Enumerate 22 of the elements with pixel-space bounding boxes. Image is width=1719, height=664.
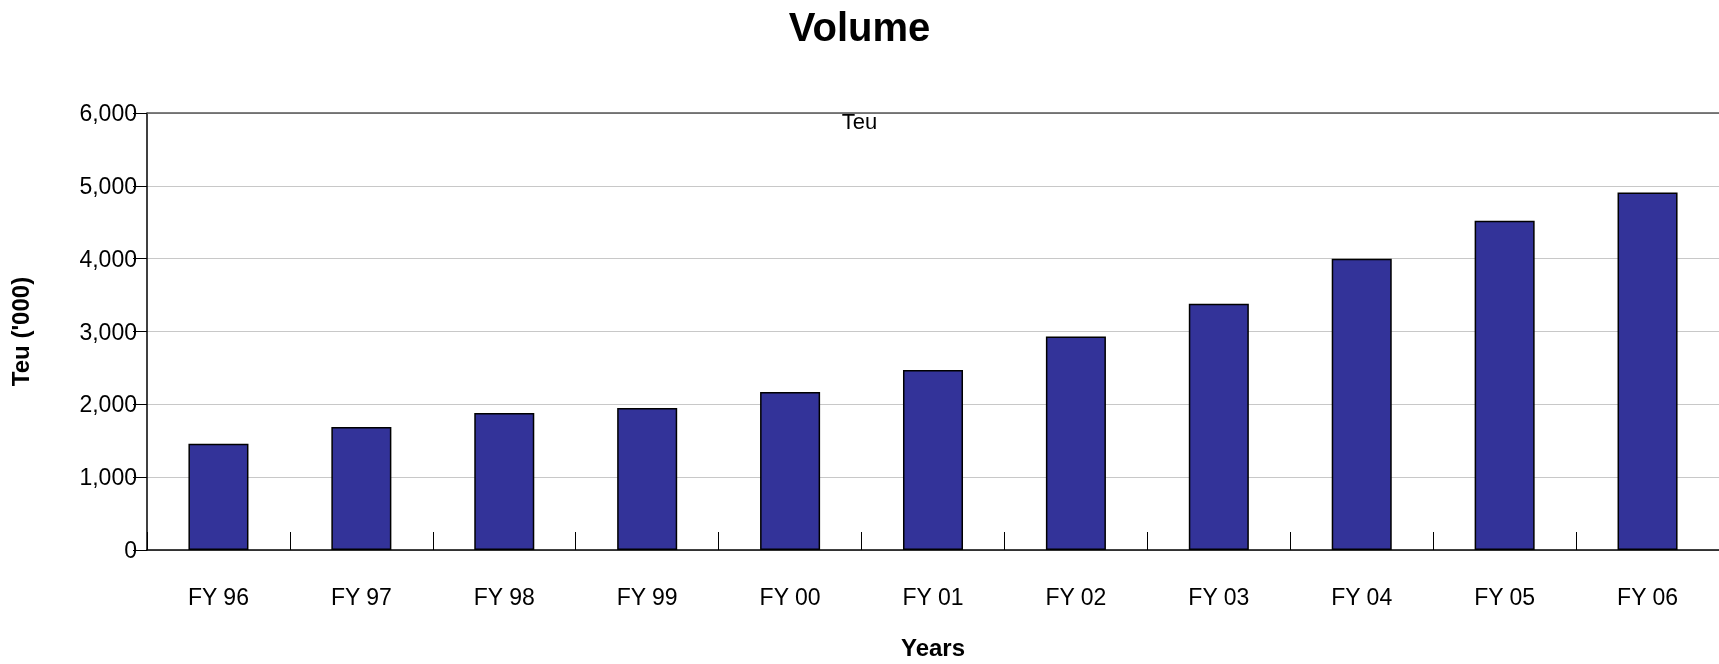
x-tick-label: FY 04	[1331, 583, 1393, 610]
y-tick-label: 1,000	[79, 464, 137, 491]
x-tick-label: FY 99	[616, 583, 678, 610]
x-tick-label: FY 98	[473, 583, 535, 610]
y-tick-label: 4,000	[79, 245, 137, 272]
x-tick-label: FY 01	[902, 583, 964, 610]
y-tick-label: 6,000	[79, 100, 137, 126]
y-axis-title: Teu ('000)	[6, 276, 34, 387]
x-axis-title: Years	[900, 633, 966, 661]
x-tick-label: FY 03	[1188, 583, 1250, 610]
y-tick-label: 3,000	[79, 318, 137, 345]
x-tick-label: FY 96	[187, 583, 249, 610]
x-tick-label: FY 02	[1045, 583, 1107, 610]
chart-title: Volume	[788, 5, 931, 49]
x-tick-label: FY 06	[1617, 583, 1679, 610]
y-tick-label: 5,000	[79, 172, 137, 199]
annotation: Teu	[841, 108, 878, 134]
y-tick-label: 0	[124, 537, 137, 563]
y-tick-label: 2,000	[79, 391, 137, 418]
x-tick-label: FY 00	[759, 583, 821, 610]
x-tick-label: FY 97	[330, 583, 392, 610]
x-tick-label: FY 05	[1474, 583, 1536, 610]
